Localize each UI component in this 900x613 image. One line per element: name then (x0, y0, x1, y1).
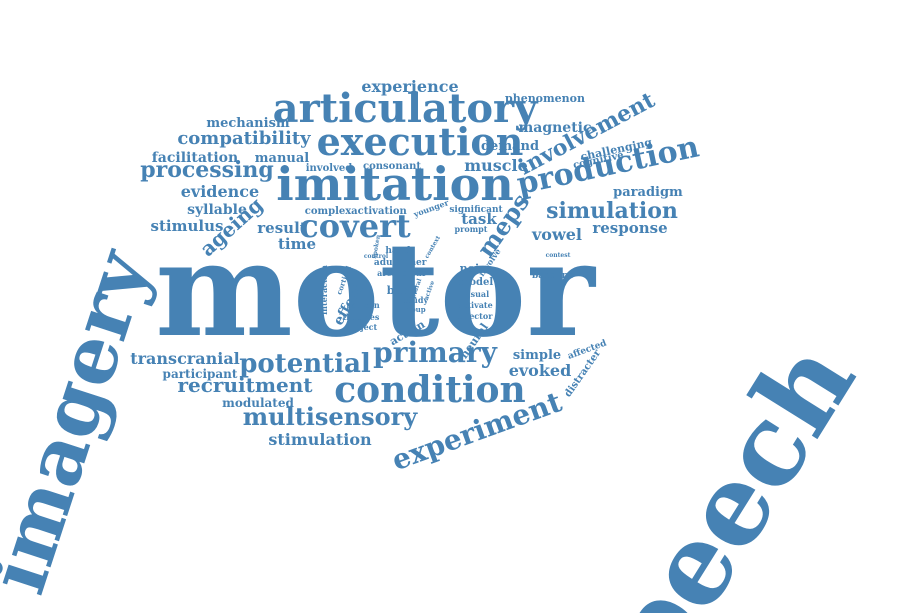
cloud-word-syllable: syllable (187, 202, 247, 218)
cloud-word-subject: subject (345, 322, 378, 332)
cloud-word-activation: activation (351, 206, 407, 217)
cloud-word-interaction: interaction (319, 265, 329, 315)
cloud-word-visual: visual (462, 289, 489, 299)
cloud-word-prompt: prompt (455, 224, 488, 234)
cloud-word-transcranial: transcranial (130, 349, 240, 368)
cloud-word-contest: contest (546, 252, 571, 259)
cloud-word-model: model (459, 277, 494, 288)
cloud-word-evoked: evoked (509, 361, 572, 380)
cloud-word-imagery: imagery (0, 237, 168, 604)
cloud-word-involved: involved (306, 163, 353, 174)
cloud-word-clear: clear (401, 269, 426, 279)
cloud-word-modulated: modulated (222, 396, 294, 410)
cloud-word-mechanism: mechanism (206, 116, 290, 131)
cloud-word-simple: simple (513, 348, 561, 363)
cloud-word-pattern: pattern (346, 300, 379, 310)
cloud-word-muscle: muscle (464, 156, 528, 175)
cloud-word-experience: experience (361, 77, 458, 96)
cloud-word-effector: effector (458, 311, 494, 321)
cloud-word-vowel: vowel (531, 225, 582, 244)
cloud-word-complex: complex (305, 206, 352, 217)
cloud-word-paradigm: paradigm (613, 185, 683, 200)
cloud-word-significant: significant (449, 205, 503, 215)
cloud-word-phenomenon: phenomenon (505, 92, 585, 105)
cloud-word-response: response (592, 219, 667, 237)
cloud-word-baseline: baseline (532, 271, 574, 281)
cloud-word-area: area (377, 268, 397, 278)
cloud-word-group: group (402, 305, 425, 314)
cloud-word-time: time (278, 235, 316, 253)
cloud-word-hand: hand (385, 246, 411, 256)
cloud-word-magnetic: magnetic (518, 120, 591, 136)
cloud-word-manual: manual (255, 151, 310, 166)
cloud-word-stimulation: stimulation (268, 430, 372, 449)
cloud-word-consonant: consonant (363, 161, 421, 172)
cloud-word-compatibility: compatibility (177, 128, 311, 149)
cloud-word-facilitation: facilitation (152, 150, 238, 166)
cloud-word-theories: theories (343, 312, 380, 322)
cloud-word-demand: demand (481, 139, 539, 154)
cloud-word-activate: activate (457, 300, 492, 310)
cloud-word-participant: participant (163, 367, 238, 381)
cloud-word-inner: inner (400, 258, 427, 268)
cloud-word-stimulus: stimulus (151, 217, 224, 235)
